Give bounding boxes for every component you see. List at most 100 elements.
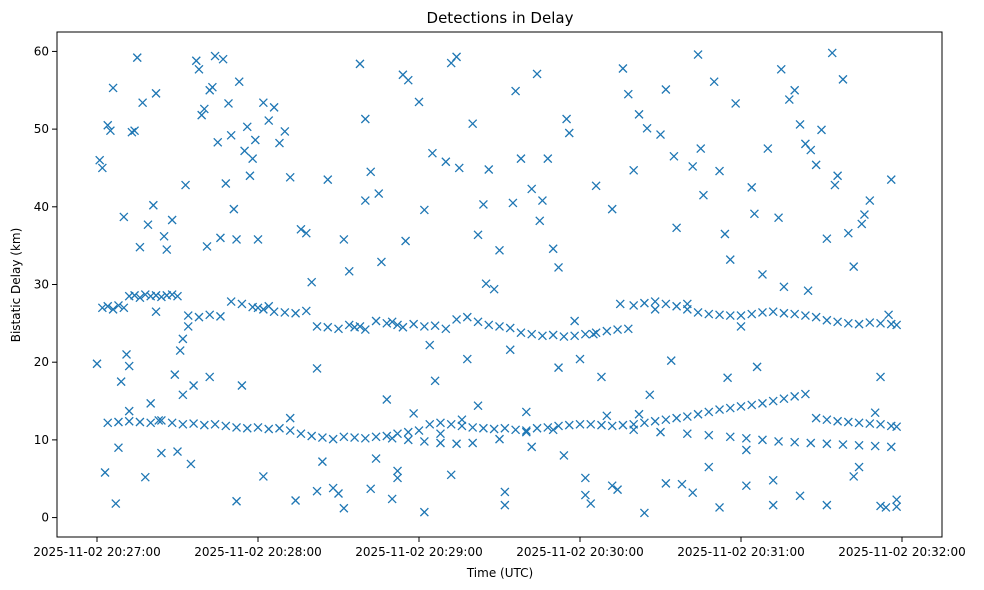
data-point xyxy=(97,163,107,173)
data-point xyxy=(173,447,182,456)
data-point xyxy=(768,500,778,510)
data-point xyxy=(500,423,510,433)
data-point xyxy=(806,438,816,448)
data-point xyxy=(473,317,483,327)
data-point xyxy=(253,303,263,313)
data-point xyxy=(130,290,140,300)
data-point xyxy=(167,418,177,428)
data-point xyxy=(387,494,397,504)
data-point xyxy=(543,422,553,432)
data-point xyxy=(639,418,649,428)
data-point xyxy=(189,381,199,390)
data-point xyxy=(508,198,518,208)
data-point xyxy=(323,175,333,185)
data-point xyxy=(108,304,118,314)
data-point xyxy=(790,437,800,447)
data-point xyxy=(202,241,212,251)
data-point xyxy=(111,499,121,509)
data-point xyxy=(527,329,537,339)
data-point xyxy=(800,389,810,399)
data-point xyxy=(122,349,131,359)
data-point xyxy=(857,219,867,229)
data-point xyxy=(334,324,343,334)
data-point xyxy=(478,423,488,433)
data-point xyxy=(162,245,172,254)
data-point xyxy=(242,423,252,433)
y-axis-ticks: 0 10 20 30 40 50 60 xyxy=(34,44,57,525)
data-point xyxy=(339,503,349,513)
data-point xyxy=(892,502,902,512)
data-point xyxy=(264,116,274,126)
data-point xyxy=(240,146,250,156)
data-point xyxy=(527,442,537,452)
data-point xyxy=(803,286,813,296)
data-point xyxy=(253,422,263,432)
data-point xyxy=(414,426,424,436)
data-point xyxy=(586,499,596,509)
data-point xyxy=(677,479,687,489)
data-point xyxy=(103,120,113,130)
data-point xyxy=(548,244,558,254)
data-point xyxy=(452,52,462,62)
data-point xyxy=(886,442,896,452)
data-point xyxy=(178,390,188,400)
data-point xyxy=(698,190,708,200)
data-point xyxy=(108,83,118,93)
data-point xyxy=(199,420,209,430)
data-point xyxy=(148,200,158,210)
data-point xyxy=(468,119,478,129)
data-point xyxy=(521,427,531,437)
data-point xyxy=(811,413,821,423)
data-point xyxy=(843,417,853,427)
x-tick-label: 2025-11-02 20:31:00 xyxy=(677,545,804,559)
data-point xyxy=(242,122,252,132)
data-point xyxy=(634,409,644,419)
chart-title: Detections in Delay xyxy=(427,9,574,27)
data-point xyxy=(237,381,247,390)
data-point xyxy=(360,114,370,124)
data-point xyxy=(838,74,848,84)
data-point xyxy=(776,64,786,74)
data-point xyxy=(876,501,885,511)
data-point xyxy=(269,102,279,112)
data-point xyxy=(817,125,826,135)
data-point xyxy=(317,457,327,467)
data-point xyxy=(124,361,134,371)
data-point xyxy=(822,315,832,325)
data-point xyxy=(865,196,875,206)
data-point xyxy=(92,359,102,369)
data-point xyxy=(387,433,397,443)
data-point xyxy=(218,54,228,64)
data-point xyxy=(146,418,156,428)
data-point xyxy=(103,301,113,311)
data-point xyxy=(436,438,445,448)
data-point xyxy=(360,433,370,443)
data-point xyxy=(559,332,569,342)
data-point xyxy=(127,127,137,137)
data-point xyxy=(892,320,902,330)
data-point xyxy=(355,59,365,69)
data-point xyxy=(194,64,204,74)
data-point xyxy=(382,318,392,328)
data-point xyxy=(307,277,317,287)
data-point xyxy=(178,334,188,344)
data-point xyxy=(642,123,652,133)
data-point xyxy=(715,166,724,176)
data-point xyxy=(197,110,207,120)
data-point xyxy=(232,496,241,506)
data-point xyxy=(156,416,166,425)
y-tick-label: 50 xyxy=(34,122,49,136)
data-point xyxy=(312,321,322,331)
data-point xyxy=(114,301,123,310)
data-point xyxy=(661,478,671,488)
data-point xyxy=(736,311,746,321)
data-point xyxy=(183,311,193,321)
data-point xyxy=(870,441,880,451)
data-point xyxy=(100,468,110,477)
data-point xyxy=(784,95,794,105)
data-point xyxy=(140,290,150,300)
data-point xyxy=(639,298,649,308)
data-point xyxy=(607,481,617,491)
data-point xyxy=(224,99,233,108)
data-point xyxy=(371,454,381,463)
